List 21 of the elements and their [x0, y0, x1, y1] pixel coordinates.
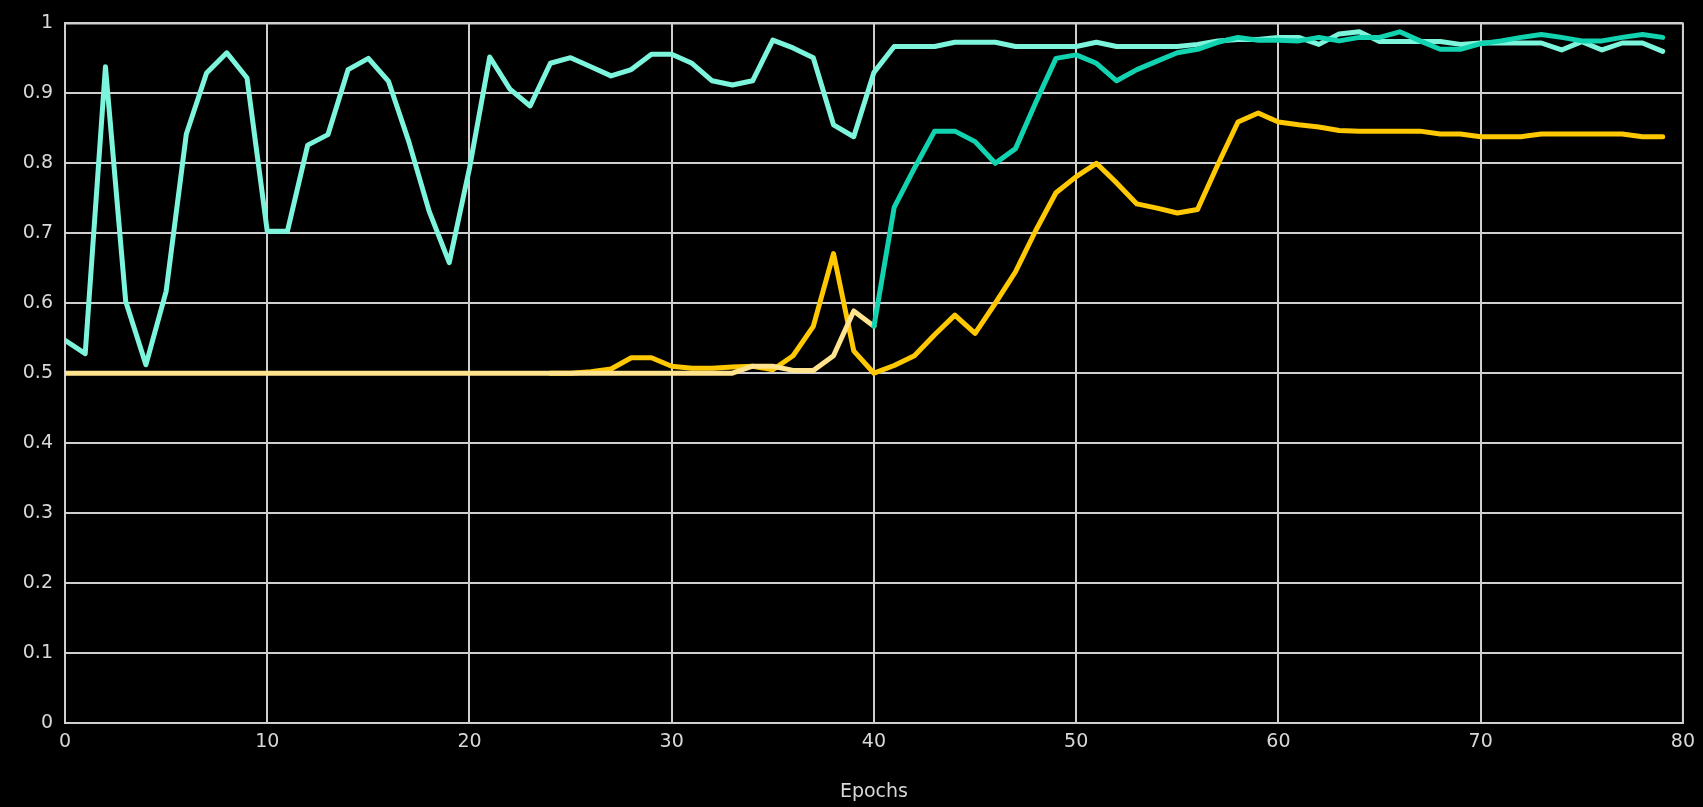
y-tick-label: 0.7 [22, 220, 53, 243]
y-tick-label: 0.5 [22, 360, 53, 383]
y-tick-label: 0 [40, 709, 53, 732]
x-tick-label: 20 [457, 729, 482, 752]
y-tick-label: 0.2 [22, 570, 53, 593]
y-tick-label: 0.4 [22, 430, 53, 453]
x-tick-label: 60 [1266, 729, 1291, 752]
y-tick-label: 0.8 [22, 150, 53, 173]
x-axis-title: Epochs [839, 778, 908, 801]
x-tick-label: 30 [659, 729, 684, 752]
x-tick-label: 10 [255, 729, 280, 752]
x-tick-label: 80 [1670, 729, 1696, 752]
y-tick-label: 0.3 [22, 500, 53, 523]
y-tick-label: 1 [40, 10, 53, 33]
x-tick-label: 0 [58, 729, 72, 752]
y-tick-label: 0.9 [22, 80, 53, 103]
x-tick-label: 50 [1064, 729, 1089, 752]
x-tick-label: 70 [1468, 729, 1493, 752]
y-tick-label: 0.6 [22, 290, 53, 313]
x-tick-label: 40 [861, 729, 887, 752]
y-tick-label: 0.1 [22, 639, 53, 662]
